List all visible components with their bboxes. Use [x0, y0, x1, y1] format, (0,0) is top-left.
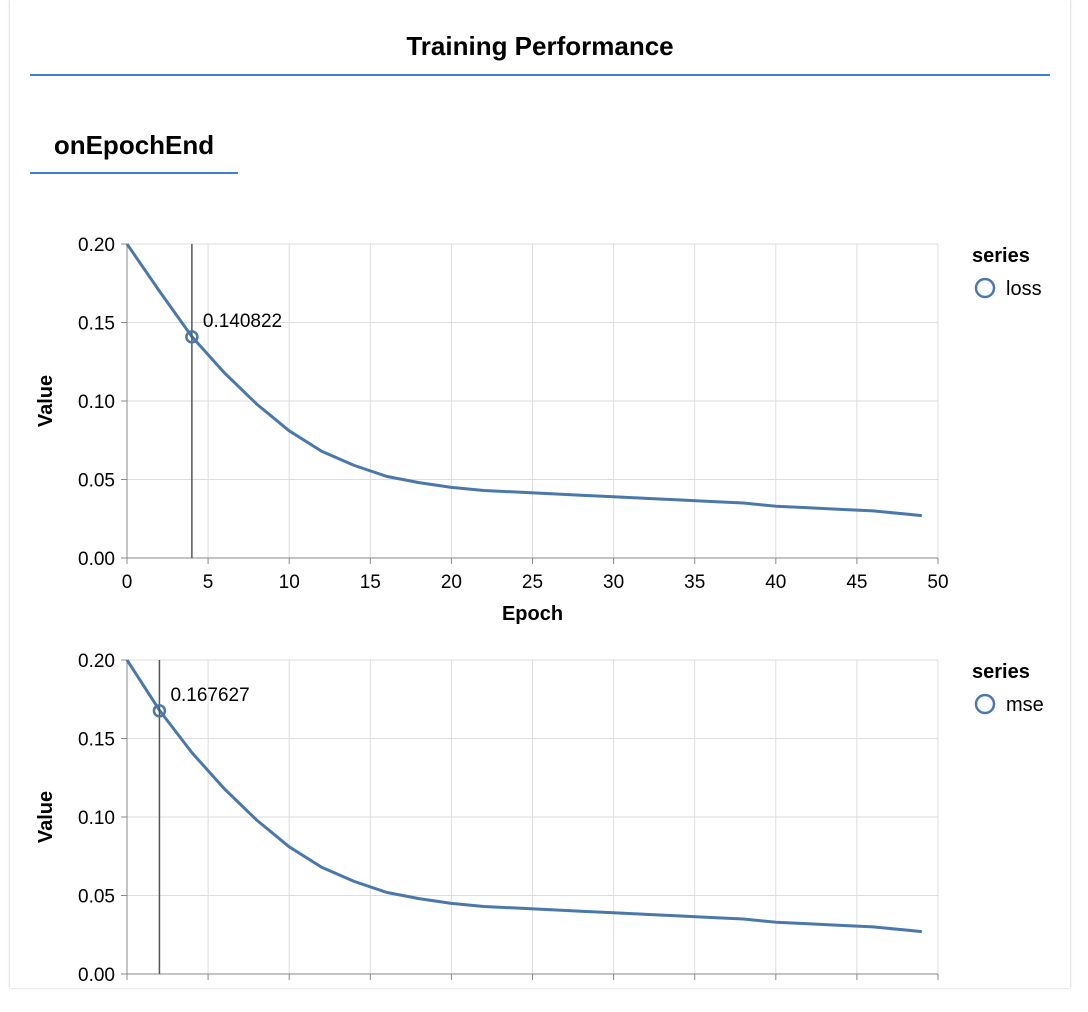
y-tick-label: 0.10 — [78, 392, 115, 413]
legend-symbol-mse — [974, 693, 996, 715]
y-tick-label: 0.05 — [78, 887, 115, 908]
x-axis-title: Epoch — [502, 603, 563, 625]
legend-label-loss: loss — [1006, 278, 1042, 300]
grid-lines — [126, 659, 939, 975]
y-tick-label: 0.15 — [78, 730, 115, 751]
y-tick-label: 0.10 — [78, 808, 115, 829]
series-line-loss — [125, 243, 922, 518]
y-tick-label: 0.20 — [78, 235, 115, 256]
y-tick-label: 0.00 — [78, 965, 115, 986]
mse-chart: 0.00 0.05 0.10 0.15 0.20 Value 0.167627 series m… — [35, 651, 1044, 986]
y-axis-title: Value — [35, 375, 57, 427]
x-tick-label: 0 — [122, 572, 133, 593]
x-tick-label: 50 — [927, 572, 948, 593]
tab-on-epoch-end[interactable]: onEpochEnd — [30, 122, 238, 174]
x-tick-label: 30 — [603, 572, 624, 593]
loss-chart: 0.00 0.05 0.10 0.15 0.20 0 5 10 15 20 25 30 35 40 45 50… — [35, 235, 1042, 625]
legend: series loss — [972, 245, 1042, 300]
x-tick-label: 25 — [522, 572, 543, 593]
y-tick-label: 0.20 — [78, 651, 115, 672]
legend-symbol-loss — [974, 277, 996, 299]
grid-lines — [126, 243, 939, 559]
y-tick-label: 0.00 — [78, 549, 115, 570]
training-panel: Training Performance onEpochEnd 0.00 0.05… — [10, 0, 1070, 988]
hover-value-label: 0.167627 — [170, 685, 249, 706]
y-tick-label: 0.15 — [78, 314, 115, 335]
x-tick-label: 35 — [684, 572, 705, 593]
legend: series mse — [972, 661, 1044, 716]
page-title: Training Performance — [30, 0, 1050, 76]
legend-title: series — [972, 245, 1030, 267]
hover-point — [185, 330, 199, 344]
legend-label-mse: mse — [1006, 694, 1044, 716]
hover-value-label: 0.140822 — [203, 311, 282, 332]
hover-point — [152, 704, 167, 718]
legend-title: series — [972, 661, 1030, 683]
x-tick-label: 20 — [441, 572, 462, 593]
x-tick-label: 10 — [279, 572, 300, 593]
x-tick-label: 15 — [360, 572, 381, 593]
y-tick-label: 0.05 — [78, 471, 115, 492]
y-axis-title: Value — [35, 791, 57, 843]
x-tick-label: 45 — [846, 572, 867, 593]
x-tick-label: 40 — [765, 572, 786, 593]
series-line-mse — [125, 659, 922, 934]
x-tick-label: 5 — [203, 572, 214, 593]
